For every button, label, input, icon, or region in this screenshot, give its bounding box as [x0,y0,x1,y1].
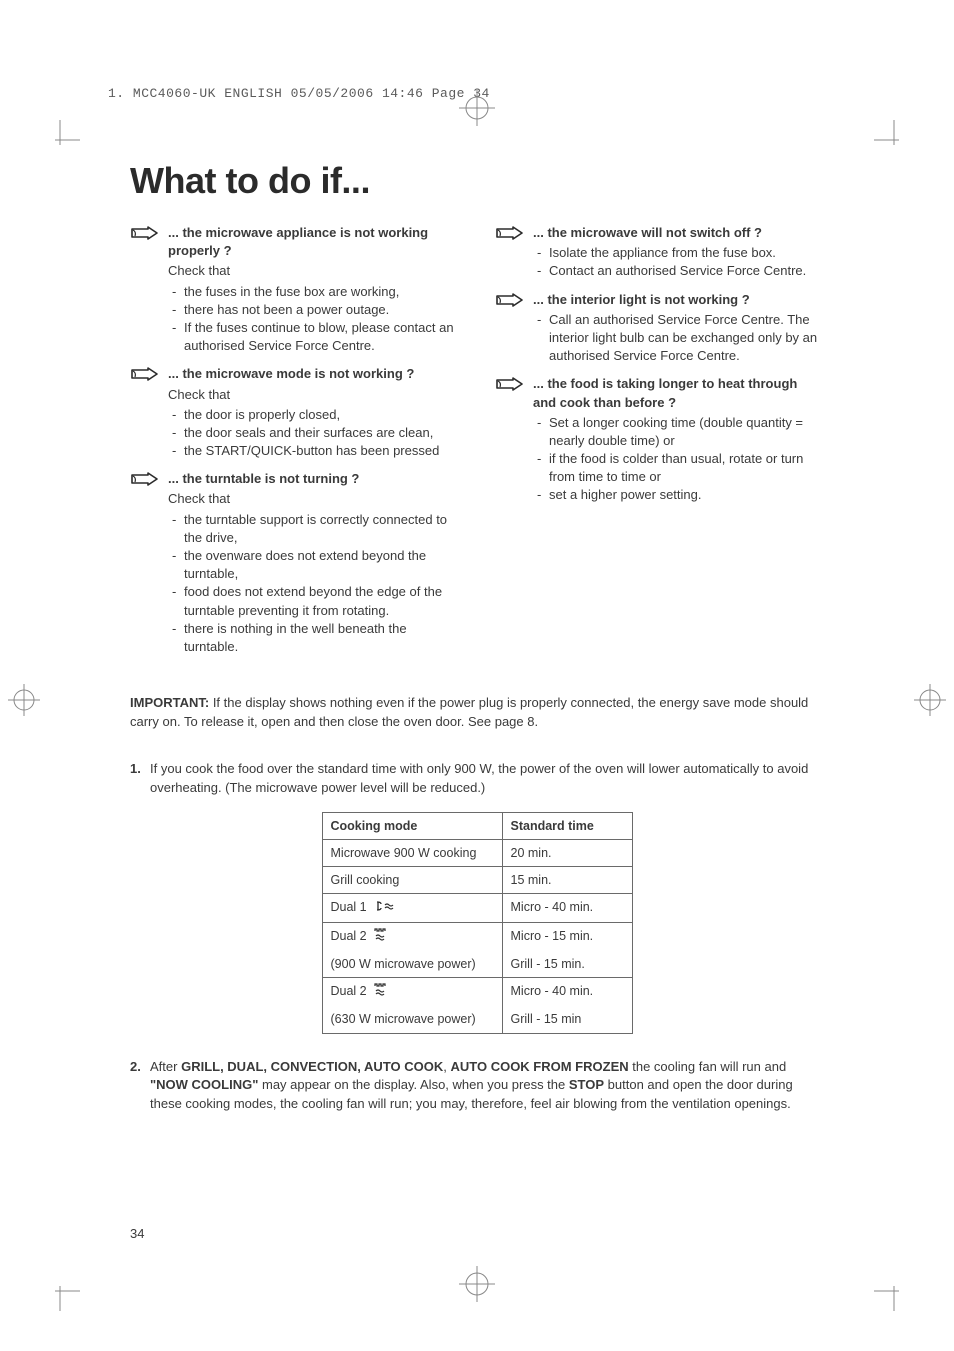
pointing-hand-icon [495,376,527,401]
pointing-hand-icon [495,225,527,250]
tip-item: the START/QUICK-button has been pressed [168,442,459,460]
tip-block: ... the microwave mode is not working ? C… [130,365,459,460]
tip-item: there is nothing in the well beneath the… [168,620,459,656]
numbered-notes: 1. If you cook the food over the standar… [130,760,824,1114]
tip-item: the ovenware does not extend beyond the … [168,547,459,583]
important-text: If the display shows nothing even if the… [130,695,808,729]
tip-title: ... the turntable is not turning ? [168,471,359,486]
content-area: What to do if... ... the microwave appli… [130,160,824,1128]
two-column-layout: ... the microwave appliance is not worki… [130,224,824,666]
tip-list: the turntable support is correctly conne… [168,511,459,657]
crop-mark [4,680,44,720]
tip-item: the turntable support is correctly conne… [168,511,459,547]
dual2-icon [373,983,395,1002]
important-note: IMPORTANT: If the display shows nothing … [130,694,824,732]
important-label: IMPORTANT: [130,695,209,710]
crop-mark [874,120,914,160]
tip-list: Set a longer cooking time (double quanti… [533,414,824,505]
tip-block: ... the microwave will not switch off ? I… [495,224,824,281]
table-cell: Micro - 40 min. [502,978,632,1007]
page-number: 34 [130,1226,144,1241]
table-cell: (630 W microwave power) [322,1006,502,1033]
left-column: ... the microwave appliance is not worki… [130,224,459,666]
dual1-icon [373,899,395,918]
dual2-icon [373,928,395,947]
table-cell: (900 W microwave power) [322,951,502,978]
pointing-hand-icon [130,366,162,391]
table-cell: 15 min. [502,866,632,893]
table-cell: Grill - 15 min. [502,951,632,978]
crop-mark [910,680,950,720]
right-column: ... the microwave will not switch off ? I… [495,224,824,666]
registration-mark-top [459,90,495,131]
tip-item: if the food is colder than usual, rotate… [533,450,824,486]
tip-block: ... the microwave appliance is not worki… [130,224,459,355]
tip-item: If the fuses continue to blow, please co… [168,319,459,355]
tip-item: Call an authorised Service Force Centre.… [533,311,824,366]
note-text: If you cook the food over the standard t… [150,760,824,798]
tip-item: food does not extend beyond the edge of … [168,583,459,619]
tip-list: Call an authorised Service Force Centre.… [533,311,824,366]
crop-mark [40,120,80,160]
tip-block: ... the interior light is not working ? C… [495,291,824,366]
table-cell: Grill - 15 min [502,1006,632,1033]
tip-title: ... the microwave appliance is not worki… [168,225,428,258]
table-cell: Microwave 900 W cooking [322,839,502,866]
crop-mark [40,1271,80,1311]
pointing-hand-icon [130,225,162,250]
table-cell: Dual 2 [322,923,502,952]
print-header: 1. MCC4060-UK ENGLISH 05/05/2006 14:46 P… [108,86,490,101]
table-header: Standard time [502,812,632,839]
tip-block: ... the food is taking longer to heat th… [495,375,824,504]
tip-list: the fuses in the fuse box are working,th… [168,283,459,356]
tip-item: Isolate the appliance from the fuse box. [533,244,824,262]
table-cell: 20 min. [502,839,632,866]
note-number: 1. [130,760,150,798]
tip-title: ... the food is taking longer to heat th… [533,376,797,409]
tip-item: the door seals and their surfaces are cl… [168,424,459,442]
page-title: What to do if... [130,160,824,202]
table-cell: Dual 1 [322,893,502,922]
tip-item: the fuses in the fuse box are working, [168,283,459,301]
pointing-hand-icon [130,471,162,496]
note-2: 2. After GRILL, DUAL, CONVECTION, AUTO C… [130,1058,824,1115]
note-1: 1. If you cook the food over the standar… [130,760,824,798]
tip-title: ... the microwave will not switch off ? [533,225,762,240]
table-cell: Micro - 15 min. [502,923,632,952]
table-cell: Grill cooking [322,866,502,893]
tip-item: Contact an authorised Service Force Cent… [533,262,824,280]
check-that-label: Check that [168,490,459,508]
note-text: After GRILL, DUAL, CONVECTION, AUTO COOK… [150,1058,824,1115]
tip-list: Isolate the appliance from the fuse box.… [533,244,824,280]
tip-item: there has not been a power outage. [168,301,459,319]
table-cell: Dual 2 [322,978,502,1007]
table-cell: Micro - 40 min. [502,893,632,922]
pointing-hand-icon [495,292,527,317]
tip-item: set a higher power setting. [533,486,824,504]
tip-title: ... the microwave mode is not working ? [168,366,414,381]
check-that-label: Check that [168,262,459,280]
tip-block: ... the turntable is not turning ? Check … [130,470,459,656]
registration-mark-bottom [459,1266,495,1307]
note-number: 2. [130,1058,150,1115]
tip-item: the door is properly closed, [168,406,459,424]
cooking-time-table: Cooking mode Standard time Microwave 900… [322,812,633,1034]
check-that-label: Check that [168,386,459,404]
crop-mark [874,1271,914,1311]
page: 1. MCC4060-UK ENGLISH 05/05/2006 14:46 P… [0,0,954,1351]
tip-list: the door is properly closed,the door sea… [168,406,459,461]
tip-item: Set a longer cooking time (double quanti… [533,414,824,450]
table-header: Cooking mode [322,812,502,839]
tip-title: ... the interior light is not working ? [533,292,750,307]
